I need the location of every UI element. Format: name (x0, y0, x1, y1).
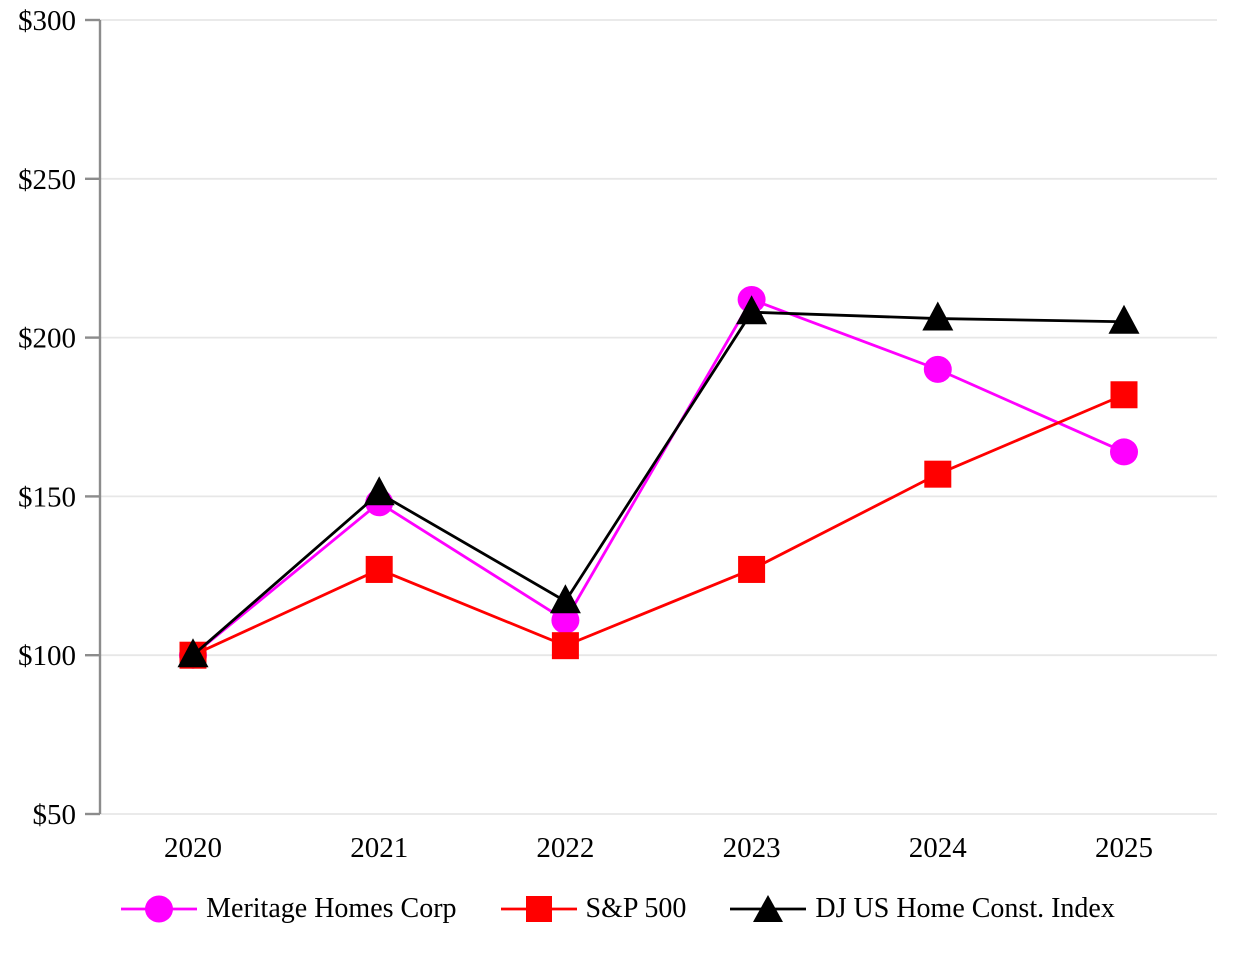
data-point-dj-us-home-const-index (363, 476, 395, 506)
legend-item-meritage-homes-corp: Meritage Homes Corp (121, 893, 457, 925)
legend-label-dj-us-home-const-index: DJ US Home Const. Index (815, 893, 1115, 924)
data-point-dj-us-home-const-index (177, 638, 209, 668)
y-tick-label: $50 (33, 799, 77, 831)
data-point-s-p-500 (738, 555, 766, 583)
x-tick-label: 2022 (536, 832, 594, 864)
data-point-s-p-500 (551, 632, 579, 660)
legend-label-meritage-homes-corp: Meritage Homes Corp (206, 893, 457, 924)
data-point-dj-us-home-const-index (736, 295, 768, 325)
data-point-dj-us-home-const-index (1108, 304, 1140, 334)
series-line-meritage-homes-corp (192, 297, 1125, 657)
series-line-s-p-500 (192, 393, 1125, 657)
chart-legend: Meritage Homes Corp S&P 500 DJ US Home C… (0, 893, 1236, 925)
data-point-s-p-500 (924, 460, 952, 488)
black-triangle-marker-icon (730, 895, 807, 922)
data-point-s-p-500 (1110, 381, 1138, 409)
performance-chart: $50 $100 $150 $200 $250 $300 2020 2021 2022 2023 2… (18, 5, 1217, 864)
y-tick-label: $100 (18, 640, 76, 672)
data-point-dj-us-home-const-index (922, 301, 954, 331)
y-tick-label: $150 (18, 481, 76, 513)
data-point-dj-us-home-const-index (549, 584, 581, 614)
data-point-meritage-homes-corp (1110, 438, 1138, 466)
x-tick-label: 2025 (1095, 832, 1153, 864)
x-tick-label: 2023 (723, 832, 781, 864)
data-point-meritage-homes-corp (551, 606, 580, 634)
legend-item-sp500: S&P 500 (500, 893, 687, 925)
red-square-marker-icon (500, 896, 577, 922)
x-tick-label: 2020 (164, 832, 222, 864)
y-tick-label: $200 (18, 323, 76, 355)
series-line-dj-us-home-const-index (192, 310, 1125, 657)
magenta-circle-marker-icon (121, 895, 198, 923)
data-point-s-p-500 (365, 555, 393, 583)
legend-item-dj-us-home-const-index: DJ US Home Const. Index (730, 893, 1115, 925)
data-point-meritage-homes-corp (923, 355, 952, 383)
x-tick-label: 2024 (909, 832, 968, 864)
y-tick-label: $300 (18, 5, 76, 37)
y-tick-label: $250 (18, 164, 76, 196)
x-tick-label: 2021 (350, 832, 408, 864)
legend-label-sp500: S&P 500 (585, 893, 687, 924)
